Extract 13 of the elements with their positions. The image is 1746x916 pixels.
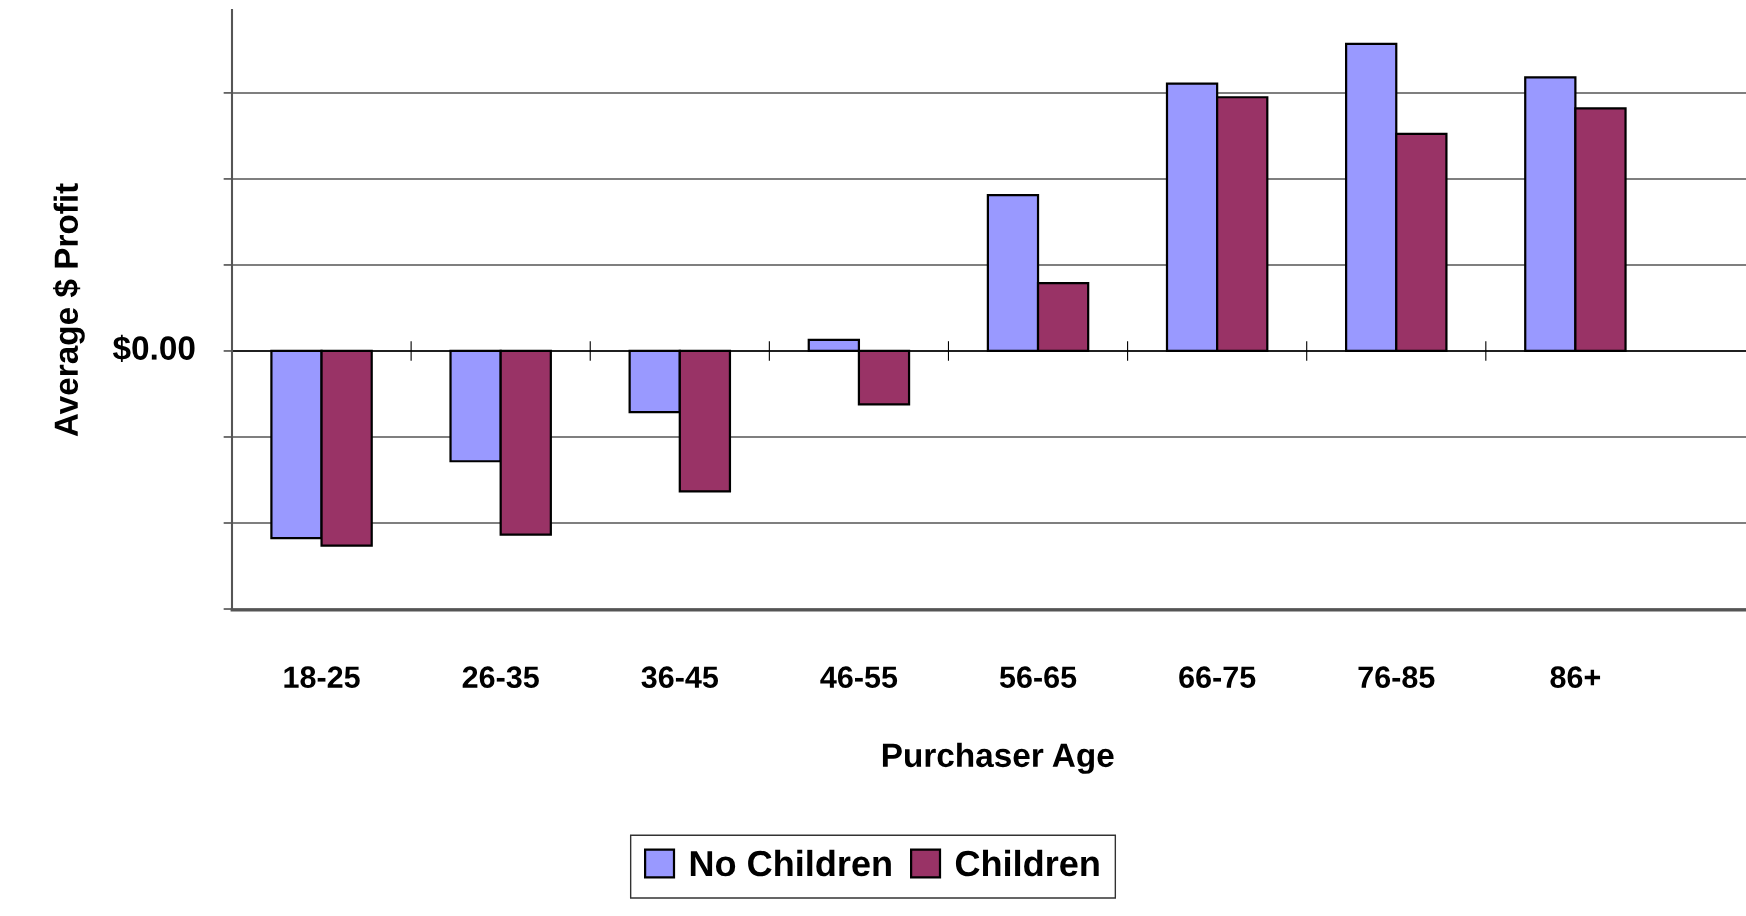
x-tick-label: 86+: [1550, 666, 1601, 688]
x-tick-label: 18-25: [284, 666, 360, 688]
legend-label: Children: [955, 849, 1099, 877]
x-tick-label: 36-45: [641, 666, 719, 689]
x-tick-label: 66-75: [1179, 666, 1256, 688]
x-axis-title: Purchaser Age: [882, 742, 1114, 774]
x-tick-label: 46-55: [820, 666, 898, 688]
x-tick-label: 76-85: [1358, 666, 1435, 688]
legend-label: No Children: [690, 849, 891, 877]
x-tick-label: 26-35: [462, 666, 539, 689]
x-tick-label: 56-65: [999, 666, 1077, 688]
y-axis-title: Average $ Profit: [52, 183, 85, 437]
text: $0.00: [112, 334, 195, 363]
